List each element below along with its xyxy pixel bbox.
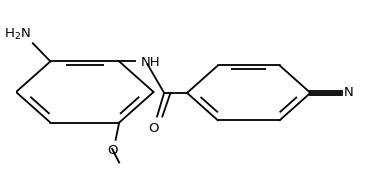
Text: H$_2$N: H$_2$N xyxy=(4,27,31,42)
Text: O: O xyxy=(148,122,159,135)
Text: N: N xyxy=(344,86,354,99)
Text: O: O xyxy=(107,144,117,157)
Text: NH: NH xyxy=(140,56,160,69)
